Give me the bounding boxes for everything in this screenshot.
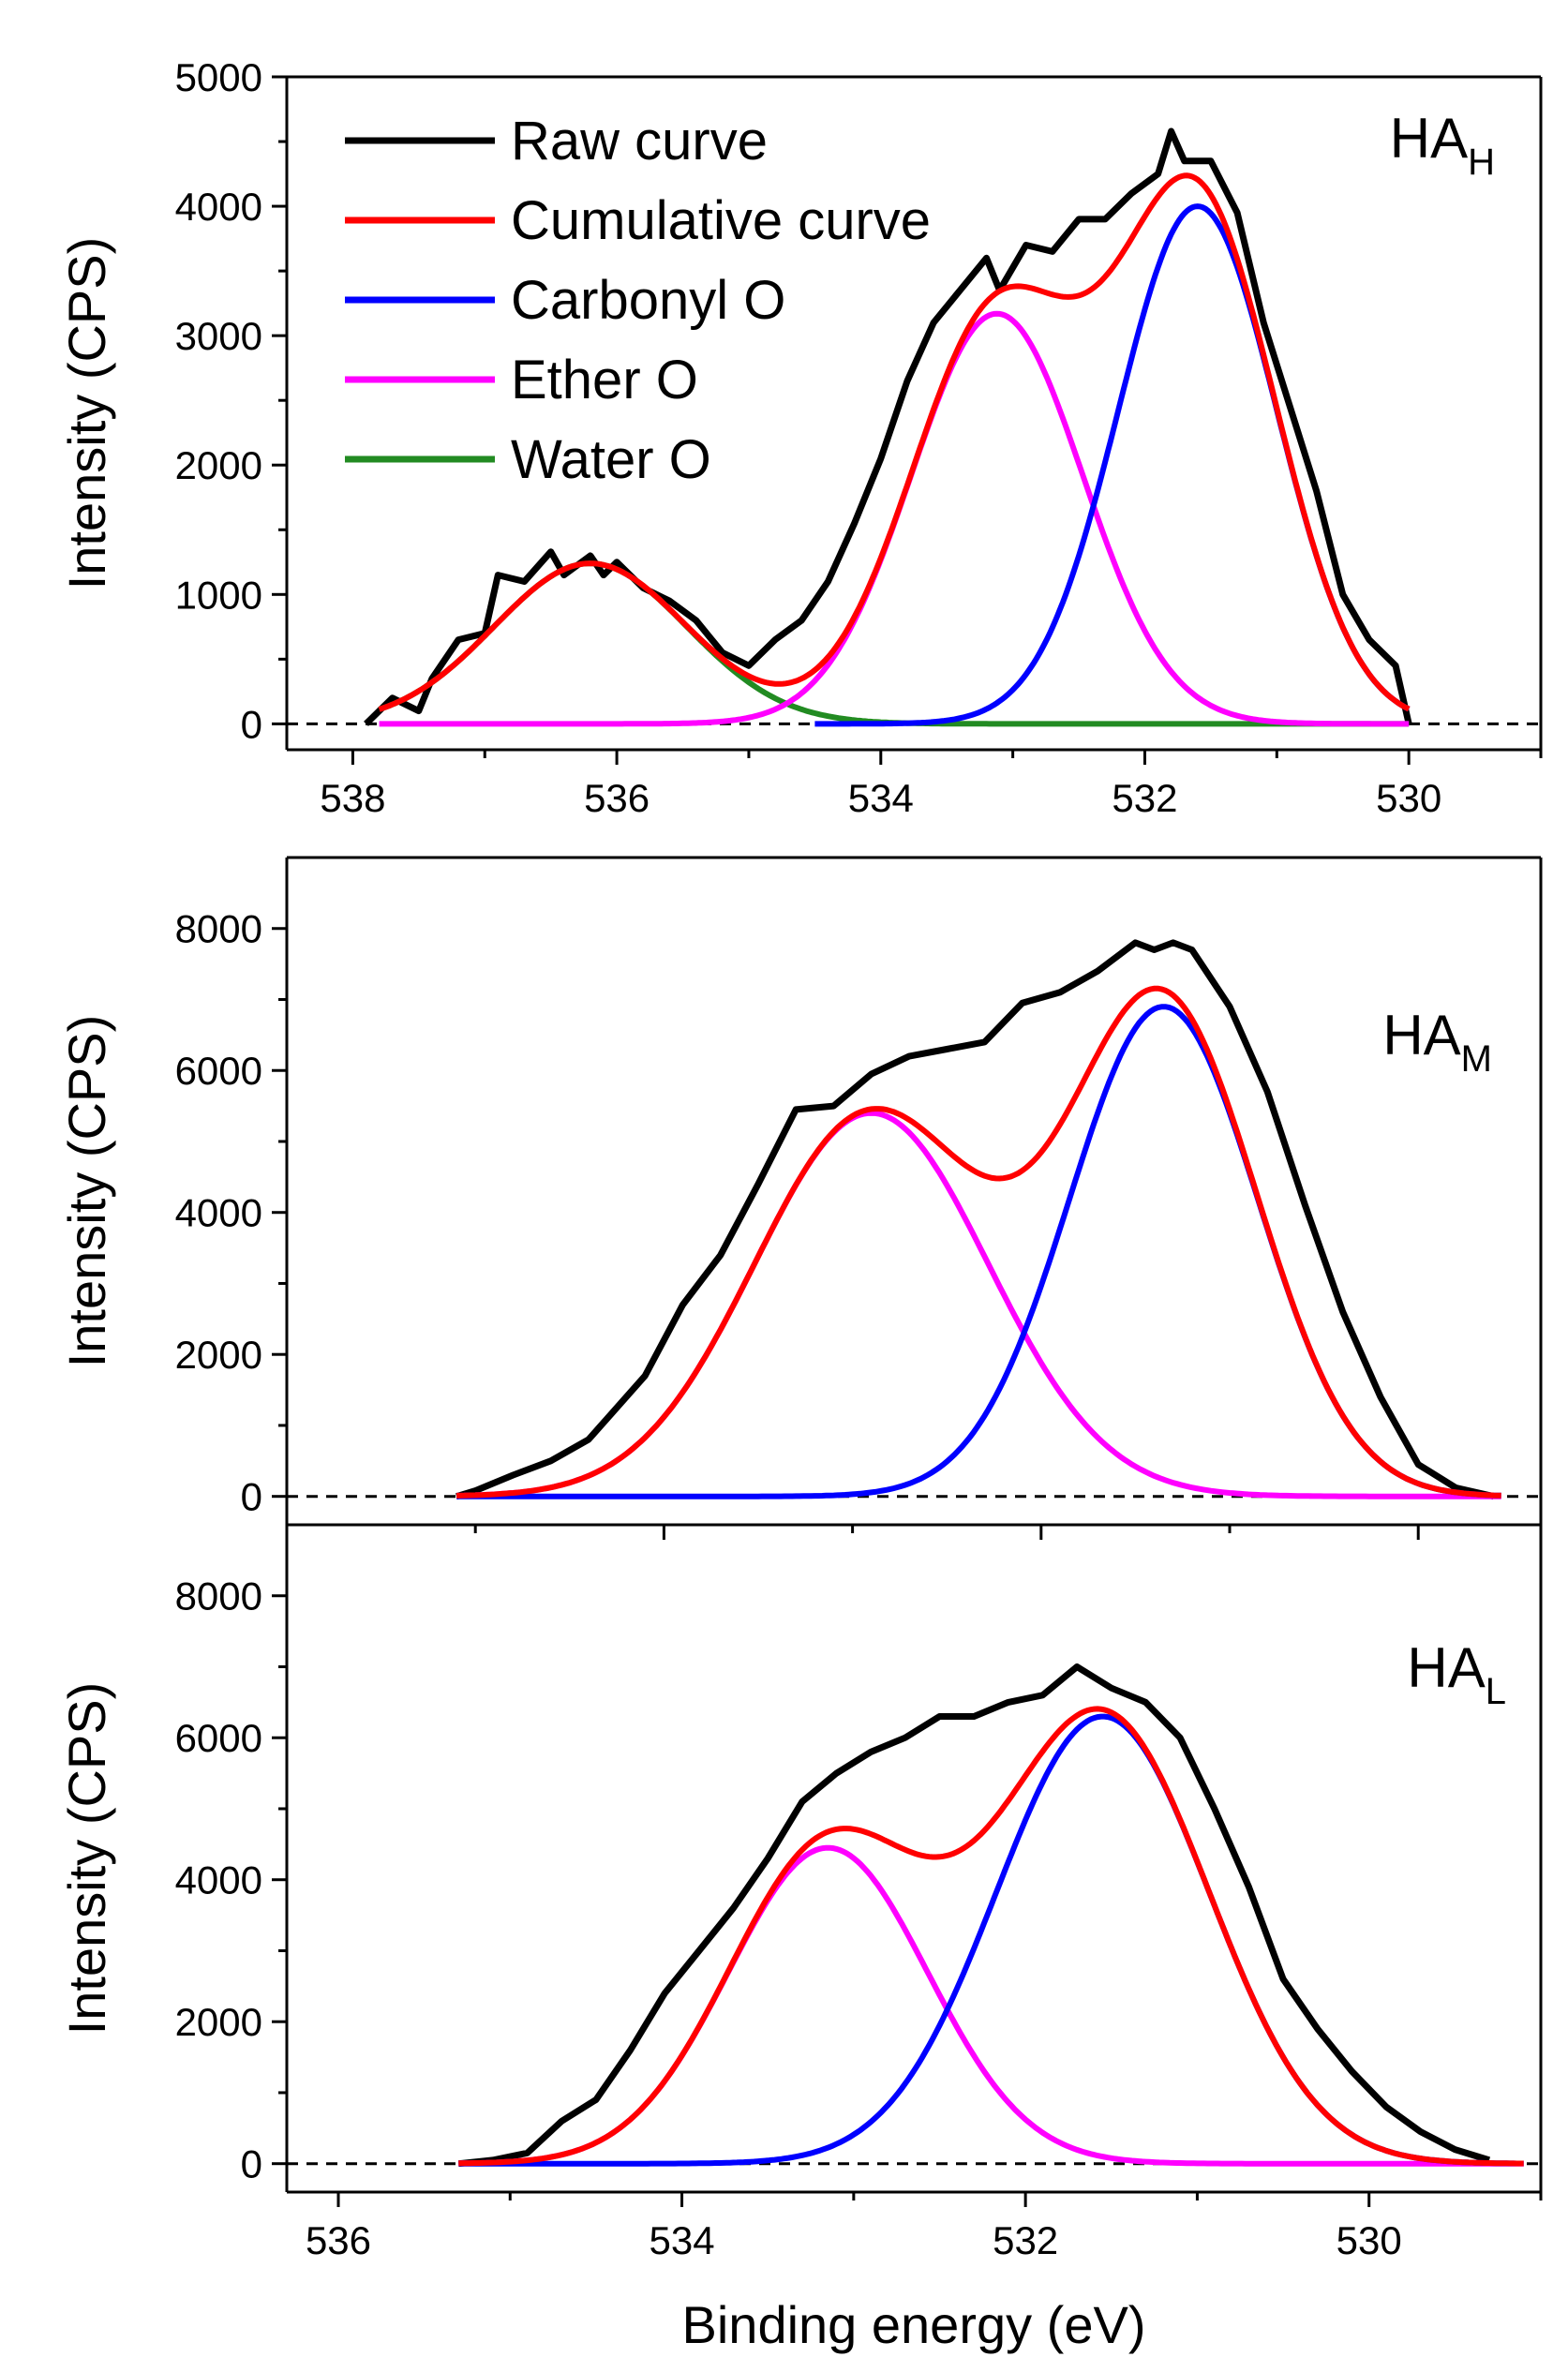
y-tick-label: 8000: [175, 907, 262, 951]
y-tick-label: 8000: [175, 1574, 262, 1619]
panel-label: HAM: [1382, 1004, 1492, 1080]
y-tick-label: 2000: [175, 2000, 262, 2044]
cumulative-curve-line: [378, 172, 1411, 712]
x-tick-label: 530: [1376, 776, 1441, 820]
x-tick-label: 532: [1112, 776, 1177, 820]
y-axis-title: Intensity (CPS): [57, 1015, 116, 1368]
y-tick-label: 4000: [175, 185, 262, 229]
x-tick-label: 536: [584, 776, 650, 820]
panel-ha-l: 0 2000 4000 6000 8000 536 534 532 530 Intensity (…: [57, 1523, 1543, 2354]
panel-label: HAL: [1407, 1636, 1506, 1712]
raw-curve-line: [364, 127, 1412, 726]
plot-area: [287, 1663, 1541, 2168]
y-tick-label: 4000: [175, 1858, 262, 1902]
x-tick-label: 538: [320, 776, 385, 820]
y-tick-label: 4000: [175, 1191, 262, 1235]
y-tick-label: 2000: [175, 1333, 262, 1377]
legend-label: Ether O: [511, 350, 698, 410]
legend: Raw curve Cumulative curve Carbonyl O Ether…: [345, 111, 931, 490]
carbonyl-o-line: [814, 203, 1411, 727]
legend-label: Carbonyl O: [511, 270, 785, 331]
y-tick-label: 3000: [175, 314, 262, 358]
y-tick-label: 6000: [175, 1716, 262, 1760]
carbonyl-o-line: [458, 1713, 1524, 2167]
raw-curve-line: [455, 939, 1495, 1500]
x-axis-title: Binding energy (eV): [682, 2295, 1146, 2354]
x-tick-label: 530: [1337, 2218, 1402, 2262]
y-tick-label: 0: [241, 1475, 262, 1519]
y-axis-title: Intensity (CPS): [57, 1682, 116, 2036]
x-tick-label: 532: [993, 2218, 1058, 2262]
y-tick-label: 1000: [175, 573, 262, 617]
y-tick-label: 0: [241, 2142, 262, 2186]
panel-ha-m: 0 2000 4000 6000 8000 Intensity (CPS) HAM: [57, 856, 1543, 1540]
x-tick-label: 536: [306, 2218, 371, 2262]
legend-label: Cumulative curve: [511, 190, 931, 251]
plot-area: [287, 939, 1541, 1500]
cumulative-curve-line: [458, 1706, 1524, 2167]
legend-label: Water O: [511, 429, 711, 490]
plot-area: [287, 127, 1541, 727]
y-tick-label: 5000: [175, 55, 262, 99]
panel-ha-h: 0 1000 2000 3000 4000 5000 538 536 534 532 530 Inte…: [57, 55, 1543, 820]
legend-label: Raw curve: [511, 111, 768, 172]
y-tick-label: 0: [241, 702, 262, 746]
cumulative-curve-line: [456, 985, 1501, 1499]
x-tick-label: 534: [650, 2218, 715, 2262]
ether-o-line: [458, 1844, 1524, 2167]
y-tick-label: 6000: [175, 1049, 262, 1093]
y-tick-label: 2000: [175, 443, 262, 487]
raw-curve-line: [457, 1663, 1491, 2168]
y-axis-title: Intensity (CPS): [57, 237, 116, 590]
x-tick-label: 534: [848, 776, 914, 820]
panel-label: HAH: [1390, 107, 1495, 183]
